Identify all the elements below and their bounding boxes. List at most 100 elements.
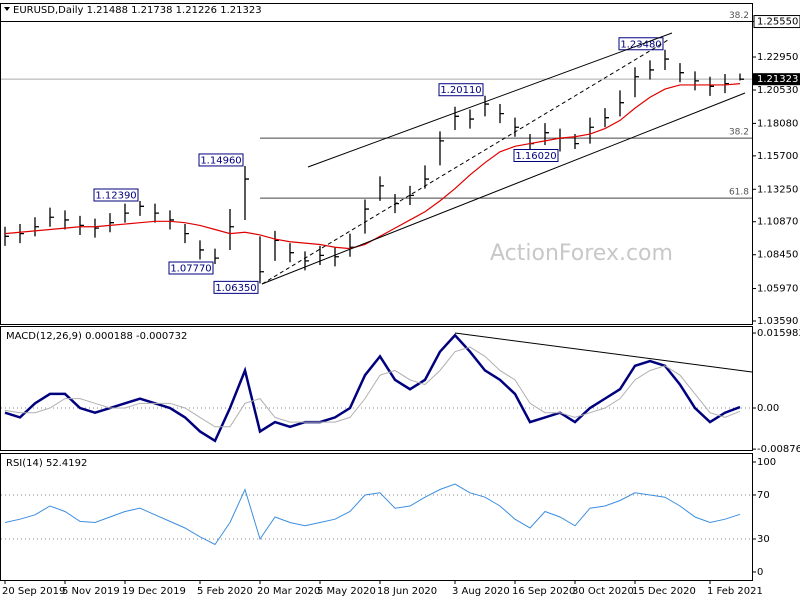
y-tick-label: 1.25550 <box>757 17 798 28</box>
y-tick-label: 1.08450 <box>757 250 798 261</box>
price-bar <box>319 245 324 265</box>
y-tick-label: 100 <box>757 457 776 468</box>
price-bar <box>499 104 504 124</box>
price-bar <box>424 165 429 189</box>
chart-content: 1.03590 1.05970 1.08450 1.10870 1.13250 1.157… <box>1 11 800 597</box>
price-bar <box>19 224 24 244</box>
y-tick-label: 30 <box>757 534 770 545</box>
price-panel-frame <box>0 3 753 325</box>
price-bar <box>34 217 39 237</box>
indicator-line <box>4 346 741 428</box>
price-bar <box>694 71 699 91</box>
price-bar <box>619 90 624 117</box>
title-arrow <box>4 7 10 11</box>
x-tick-label: 5 May 2020 <box>317 586 376 597</box>
y-tick-label: -0.008762 <box>757 444 800 455</box>
upper-channel-line <box>307 32 673 168</box>
price-label: 1.16020 <box>515 151 556 162</box>
price-bar <box>739 73 744 81</box>
price-bar <box>94 218 99 238</box>
price-bar <box>229 209 234 250</box>
y-tick-label: 1.13250 <box>757 184 798 195</box>
x-tick-label: 20 Sep 2019 <box>2 586 65 597</box>
price-label: 1.07770 <box>170 264 211 275</box>
price-bar <box>154 203 159 223</box>
price-bar <box>124 203 129 223</box>
price-bar <box>214 248 219 264</box>
y-tick-label: 1.05970 <box>757 284 798 295</box>
x-tick-label: 30 Oct 2020 <box>572 586 634 597</box>
price-label: 1.20110 <box>440 85 481 96</box>
price-bar <box>649 60 654 80</box>
price-bar <box>64 210 69 230</box>
price-bar <box>469 109 474 129</box>
price-bar <box>679 63 684 83</box>
price-bar <box>409 185 414 205</box>
price-bar <box>439 131 444 166</box>
rsi-title: RSI(14) 52.4192 <box>6 458 87 469</box>
y-tick-label: 1.22950 <box>757 52 798 63</box>
fib-label: 38.2 <box>729 128 749 138</box>
price-bar <box>109 213 114 233</box>
lower-channel-line <box>261 92 746 285</box>
indicator-line <box>4 333 741 443</box>
y-tick-label: 0.00 <box>757 403 779 414</box>
current-price-box <box>753 73 800 86</box>
price-label-box <box>513 149 559 162</box>
macd-trend-line <box>454 332 753 373</box>
price-bar <box>4 226 9 246</box>
price-bar <box>184 224 189 244</box>
price-bar <box>199 240 204 260</box>
price-bar <box>664 49 669 70</box>
price-bar <box>79 215 84 235</box>
y-tick-label: 70 <box>757 490 770 501</box>
price-bar <box>589 117 594 144</box>
price-bar <box>514 117 519 137</box>
rsi-panel-frame <box>0 453 753 581</box>
indicator-line <box>4 483 741 546</box>
price-bar <box>274 230 279 261</box>
price-bar <box>169 210 174 230</box>
x-tick-label: 3 Aug 2020 <box>452 586 510 597</box>
x-tick-label: 19 Dec 2019 <box>122 586 186 597</box>
x-tick-label: 5 Feb 2020 <box>197 586 253 597</box>
macd-title: MACD(12,26,9) 0.000188 -0.000732 <box>6 331 187 342</box>
price-label: 1.14960 <box>200 155 241 166</box>
price-bar <box>454 106 459 130</box>
watermark: ActionForex.com <box>490 241 673 266</box>
tick-box <box>753 15 800 29</box>
price-label-box <box>213 280 259 294</box>
price-bar <box>364 199 369 234</box>
chart-title: EURUSD,Daily 1.21488 1.21738 1.21226 1.2… <box>13 5 262 16</box>
price-bar <box>604 108 609 128</box>
x-tick-label: 5 Nov 2019 <box>62 586 120 597</box>
price-bar <box>259 236 264 284</box>
price-bar <box>139 201 144 216</box>
x-tick-label: 20 Mar 2020 <box>257 586 320 597</box>
y-tick-label: 1.03590 <box>757 316 798 327</box>
y-tick-label: 1.18080 <box>757 118 798 129</box>
price-bar <box>289 243 294 263</box>
x-tick-label: 15 Dec 2020 <box>632 586 696 597</box>
price-label: 1.06350 <box>215 283 256 294</box>
x-tick-label: 18 Jun 2020 <box>377 586 437 597</box>
price-bar <box>379 176 384 201</box>
y-tick-label: 0.015983 <box>757 328 800 339</box>
price-bar <box>334 247 339 267</box>
y-tick-label: 1.15700 <box>757 151 798 162</box>
fib-label: 38.2 <box>729 11 749 21</box>
price-label-box <box>168 261 214 275</box>
dashed-trend-line <box>261 39 669 285</box>
y-tick-label: 1.20530 <box>757 85 798 96</box>
current-price-label: 1.21323 <box>757 74 798 85</box>
x-tick-label: 16 Sep 2020 <box>512 586 575 597</box>
price-label-box <box>93 188 139 202</box>
price-label: 1.12390 <box>95 191 136 202</box>
price-bar <box>634 67 639 98</box>
price-label-box <box>438 83 484 97</box>
y-tick-label: 1.10870 <box>757 217 798 228</box>
price-bar <box>709 76 714 96</box>
price-label-box <box>198 153 244 167</box>
